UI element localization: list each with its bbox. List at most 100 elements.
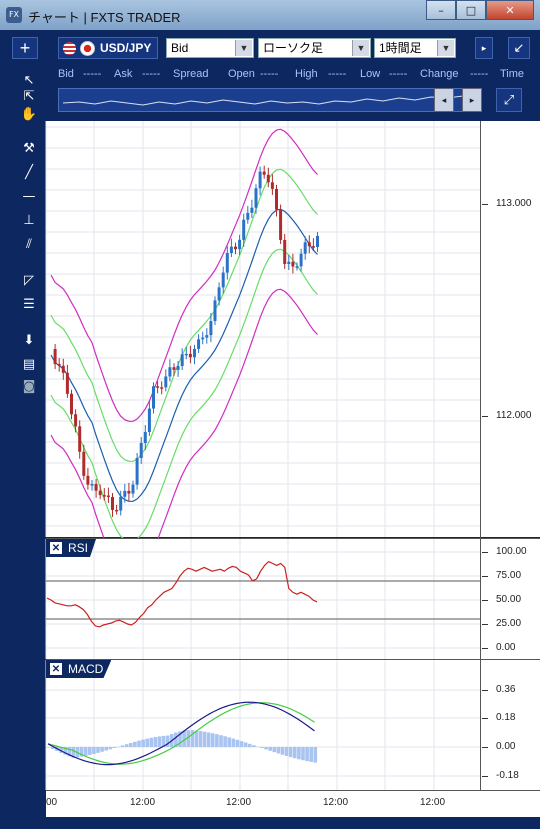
fibonacci-fan-icon[interactable]: ◸	[24, 272, 34, 288]
close-icon[interactable]: ✕	[50, 663, 62, 675]
overview-navigator[interactable]	[58, 88, 480, 112]
macd-histogram-bar	[133, 741, 137, 747]
candle-body	[176, 366, 180, 370]
price-type-select[interactable]: Bid ▼	[166, 38, 254, 58]
window-title: チャート | FXTS TRADER	[28, 10, 181, 25]
candle-body	[168, 367, 172, 377]
macd-histogram-bar	[120, 745, 125, 747]
chart-toolbar: + USD/JPY Bid ▼ ローソク足 ▼ 1時間足 ▼ ▸ ↙	[8, 34, 533, 62]
symbol-label: USD/JPY	[100, 41, 152, 55]
candle-body	[106, 495, 110, 498]
candle-body	[270, 182, 274, 189]
price-chart-svg	[45, 121, 480, 582]
window-titlebar[interactable]: FX チャート | FXTS TRADER – □ ✕	[0, 0, 540, 31]
time-axis-label: 12:00	[323, 797, 349, 808]
add-button[interactable]: +	[12, 37, 38, 59]
macd-tag[interactable]: ✕ MACD	[46, 660, 112, 678]
candle-body	[197, 339, 201, 349]
select-move-icon[interactable]: ⇱	[23, 88, 35, 104]
ask-label: Ask	[114, 68, 133, 80]
candle-body	[213, 300, 217, 322]
close-button[interactable]: ✕	[486, 0, 534, 20]
maximize-button[interactable]: □	[456, 0, 486, 20]
close-icon[interactable]: ✕	[50, 542, 62, 554]
jp-flag-icon	[80, 40, 95, 56]
fibonacci-levels-icon[interactable]: ☰	[23, 296, 35, 312]
minimize-button[interactable]: –	[426, 0, 456, 20]
quote-row: Bid ----- Ask ----- Spread Open ----- Hi…	[58, 68, 528, 82]
candle-body	[238, 239, 242, 250]
axis-tick	[482, 776, 488, 777]
toolbar-scroll-right-icon[interactable]: ▸	[475, 37, 493, 59]
macd-histogram-bar	[252, 745, 256, 747]
change-label: Change	[420, 68, 459, 80]
candle-body	[291, 261, 295, 267]
candle-body	[164, 376, 168, 388]
macd-histogram-bar	[256, 746, 260, 748]
time-axis-label: 00	[46, 797, 58, 808]
rsi-axis-label: 50.00	[496, 594, 522, 605]
macd-histogram-bar	[112, 747, 117, 749]
macd-histogram-bar	[104, 747, 108, 751]
macd-histogram-bar	[161, 735, 166, 747]
horizontal-line-icon[interactable]: —	[22, 188, 36, 204]
candle-body	[172, 367, 176, 370]
parallel-lines-icon[interactable]: ⫽	[26, 236, 32, 252]
axis-tick	[482, 600, 488, 601]
timeframe-select[interactable]: 1時間足 ▼	[374, 38, 456, 58]
macd-histogram-bar	[145, 738, 149, 747]
macd-histogram-bar	[211, 733, 215, 747]
macd-signal-line	[47, 702, 315, 765]
macd-histogram-bar	[108, 747, 113, 750]
macd-histogram-bar	[149, 737, 154, 747]
macd-histogram-bar	[124, 744, 129, 747]
pin-tool-icon[interactable]: ⚒	[23, 140, 35, 156]
candle-body	[94, 484, 98, 491]
candle-body	[86, 475, 90, 485]
candle-body	[311, 246, 315, 248]
bollinger-band-upper-1	[50, 168, 318, 462]
macd-histogram-bar	[288, 747, 293, 758]
macd-histogram-bar	[51, 747, 55, 750]
macd-pane[interactable]	[45, 659, 480, 790]
chart-type-select[interactable]: ローソク足 ▼	[258, 38, 371, 58]
trend-line-icon[interactable]: ╱	[25, 164, 33, 180]
price-chart[interactable]	[45, 121, 480, 582]
macd-histogram-bar	[293, 747, 297, 759]
rsi-tag[interactable]: ✕ RSI	[46, 539, 97, 557]
macd-histogram-bar	[186, 730, 190, 747]
expand-overview-icon[interactable]: ⤢	[496, 88, 522, 112]
us-flag-icon	[63, 41, 76, 55]
macd-axis-label: -0.18	[496, 770, 519, 781]
candle-body	[283, 239, 287, 264]
macd-histogram-bar	[182, 730, 186, 747]
candle-body	[70, 393, 73, 415]
macd-histogram-bar	[276, 747, 281, 754]
minimize-chart-icon[interactable]: ↙	[508, 37, 530, 59]
hand-pan-icon[interactable]: ✋	[20, 106, 38, 122]
macd-histogram-bar	[178, 731, 182, 747]
macd-histogram-bar	[231, 738, 236, 747]
macd-histogram-bar	[243, 742, 248, 747]
cursor-arrow-icon[interactable]: ↖	[23, 72, 35, 88]
data-table-icon[interactable]: ▤	[22, 356, 36, 372]
download-icon[interactable]: ⬇	[23, 332, 35, 348]
low-label: Low	[360, 68, 381, 80]
vertical-line-icon[interactable]: ⊥	[23, 212, 35, 228]
candle-body	[258, 171, 262, 189]
overview-right-icon[interactable]: ▸	[462, 88, 482, 112]
candle-body	[254, 188, 258, 208]
camera-icon[interactable]: ◙	[22, 378, 36, 394]
macd-histogram-bar	[116, 746, 121, 748]
macd-histogram-bar	[247, 743, 252, 747]
macd-axis-label: 0.36	[496, 684, 516, 695]
time-axis-label: 12:00	[130, 797, 156, 808]
chart-type-value: ローソク足	[263, 41, 324, 55]
symbol-selector[interactable]: USD/JPY	[58, 37, 158, 59]
axis-tick	[482, 624, 488, 625]
macd-histogram-bar	[297, 747, 301, 760]
candle-body	[229, 246, 233, 254]
rsi-pane[interactable]	[45, 538, 480, 659]
time-axis-label: 12:00	[226, 797, 252, 808]
overview-left-icon[interactable]: ◂	[434, 88, 454, 112]
